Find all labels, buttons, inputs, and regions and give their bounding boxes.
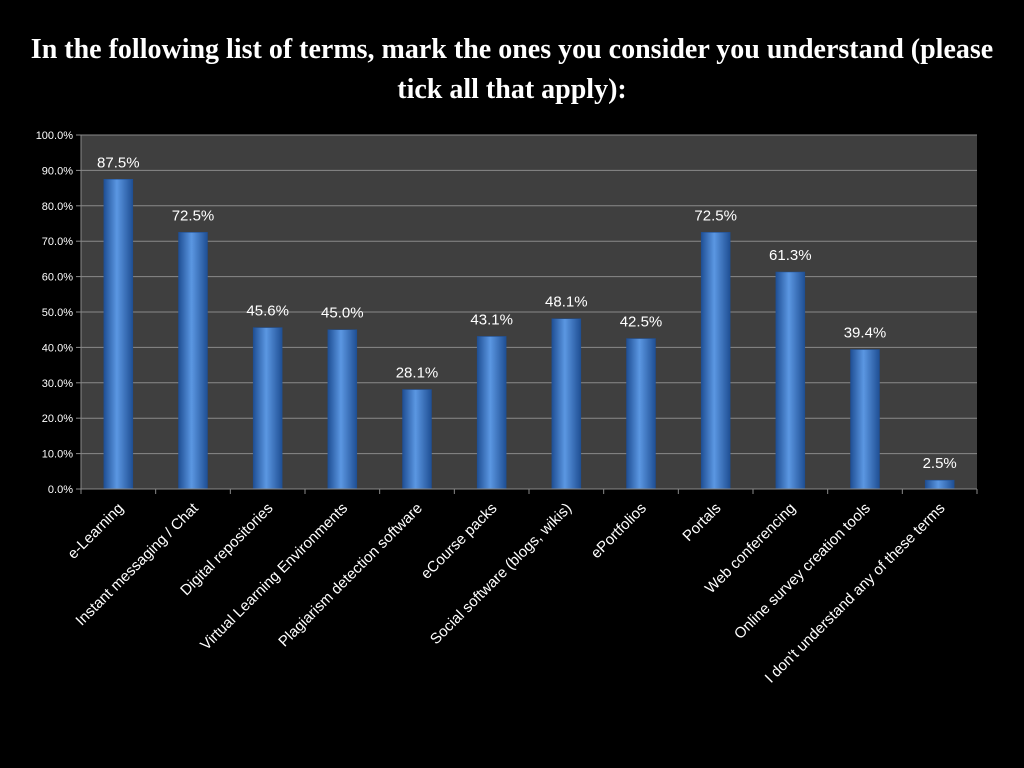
data-label: 87.5%: [97, 154, 140, 171]
bar: [775, 271, 806, 490]
data-label: 45.6%: [246, 303, 289, 320]
y-tick-label: 20.0%: [42, 413, 73, 425]
bar: [924, 479, 955, 490]
category-label: Social software (blogs, wikis): [427, 500, 575, 648]
data-label: 72.5%: [172, 207, 215, 224]
bar: [402, 389, 432, 490]
category-label: eCourse packs: [418, 500, 501, 583]
bar: [327, 329, 358, 490]
y-tick-label: 90.0%: [42, 165, 73, 177]
data-label: 2.5%: [923, 455, 957, 472]
category-label: Portals: [679, 500, 724, 545]
data-label: 72.5%: [694, 207, 737, 224]
category-label: e-Learning: [64, 500, 127, 563]
y-tick-label: 100.0%: [36, 130, 74, 142]
bar: [252, 327, 283, 490]
y-tick-label: 70.0%: [42, 236, 73, 248]
bar: [700, 232, 731, 490]
bar: [178, 232, 208, 490]
y-tick-label: 50.0%: [42, 307, 73, 319]
data-label: 42.5%: [620, 314, 663, 331]
category-label: Online survey creation tools: [731, 500, 874, 643]
bar: [476, 336, 507, 490]
data-label: 61.3%: [769, 247, 812, 264]
category-label: ePortfolios: [588, 500, 650, 562]
category-label: Virtual Learning Environments: [197, 500, 351, 654]
bar: [103, 179, 134, 490]
data-label: 48.1%: [545, 294, 588, 311]
y-tick-label: 10.0%: [42, 449, 73, 461]
chart-title: In the following list of terms, mark the…: [30, 34, 994, 105]
data-label: 45.0%: [321, 305, 364, 322]
data-label: 43.1%: [470, 311, 513, 328]
category-label: Instant messaging / Chat: [72, 499, 202, 629]
bar: [626, 338, 656, 490]
data-label: 28.1%: [396, 365, 439, 382]
y-tick-label: 30.0%: [42, 378, 73, 390]
y-tick-label: 80.0%: [42, 201, 73, 213]
y-tick-label: 40.0%: [42, 342, 73, 354]
bar: [850, 349, 880, 490]
y-tick-label: 60.0%: [42, 272, 73, 284]
category-label: Plagiarism detection software: [275, 500, 426, 651]
data-label: 39.4%: [844, 325, 887, 342]
bar: [551, 318, 582, 490]
y-tick-label: 0.0%: [48, 484, 73, 496]
